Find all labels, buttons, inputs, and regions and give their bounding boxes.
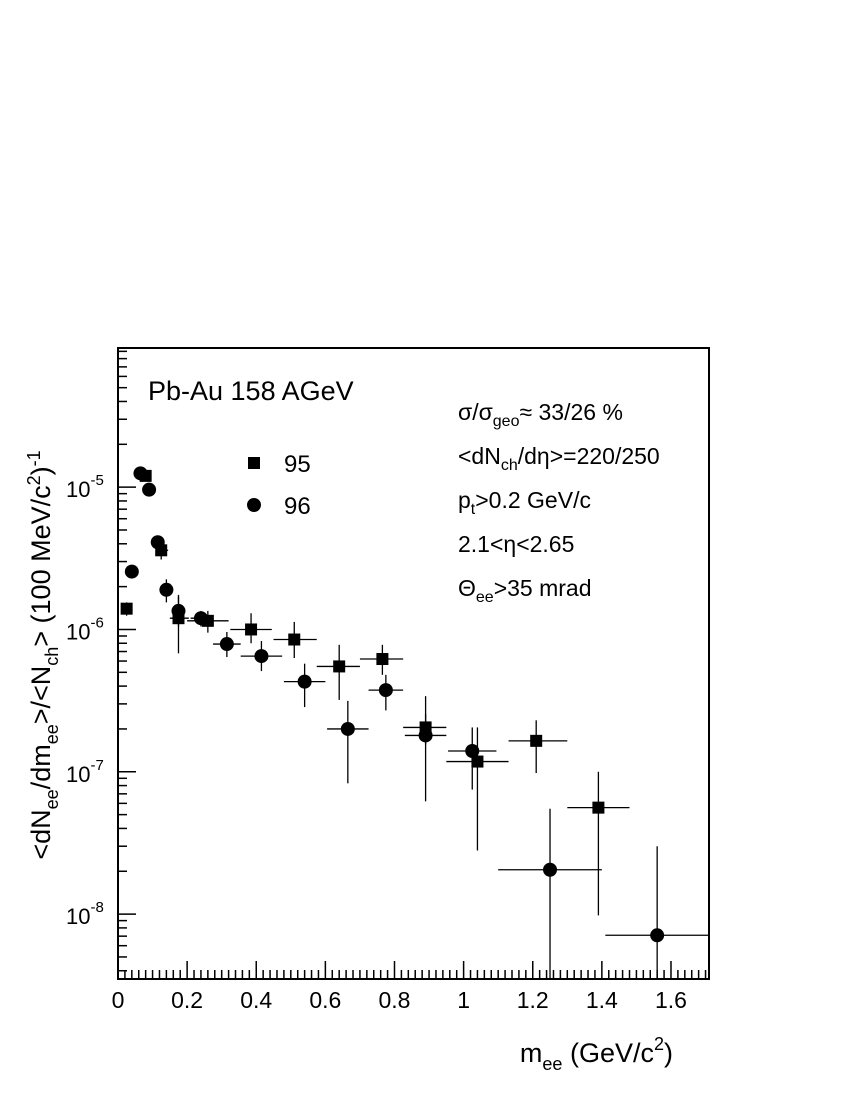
data-point-square: [530, 734, 543, 747]
label-text: p: [458, 487, 471, 513]
x-tick-label: 1: [457, 987, 470, 1013]
subscript-text: geo: [493, 413, 520, 430]
y-tick-label: 10-7: [66, 757, 104, 787]
data-point-circle: [193, 611, 208, 626]
label-text: /dm: [26, 744, 56, 789]
data-point-circle: [171, 603, 186, 618]
x-tick-label: 1.6: [655, 987, 687, 1013]
data-point-square: [376, 653, 389, 666]
data-point-circle: [142, 482, 157, 497]
data-point-square: [288, 633, 301, 646]
data-point-square: [333, 660, 346, 673]
data-point-circle: [378, 683, 393, 698]
y-tick-base: 10: [66, 477, 90, 502]
y-tick-label: 10-6: [66, 614, 104, 644]
data-point-circle: [254, 649, 269, 664]
y-tick-exponent: -5: [90, 472, 103, 489]
annotation-line: pt>0.2 GeV/c: [458, 487, 591, 518]
data-point-circle: [418, 728, 433, 743]
data-point-circle: [543, 862, 558, 877]
series-96: [124, 466, 709, 979]
x-axis-label: mee (GeV/c2): [520, 1034, 673, 1074]
label-text: σ/σ: [458, 399, 493, 425]
y-tick-exponent: -8: [90, 899, 103, 916]
legend-marker-square: [248, 457, 260, 469]
label-text: /dη>=220/250: [518, 443, 660, 469]
x-tick-label: 0.8: [378, 987, 410, 1013]
subscript-text: ch: [42, 647, 62, 666]
data-point-square: [245, 623, 258, 636]
x-tick-label: 0.2: [171, 987, 203, 1013]
label-text: > (100 MeV/c: [26, 485, 56, 646]
data-point-circle: [465, 743, 480, 758]
annotation-line: Θee>35 mrad: [458, 575, 592, 606]
annotations: σ/σgeo≈ 33/26 % <dNch/dη>=220/250 pt>0.2 G…: [458, 399, 660, 606]
label-text: 2.1<η<2.65: [458, 531, 574, 557]
label-text: >0.2 GeV/c: [475, 487, 591, 513]
data-point-square: [471, 755, 484, 768]
label-text: >/<N: [26, 666, 56, 725]
label-text: >35 mrad: [494, 575, 592, 601]
label-text: <dN: [458, 443, 501, 469]
annotation-line: <dNch/dη>=220/250: [458, 443, 660, 474]
x-tick-label: 0.6: [309, 987, 341, 1013]
y-tick-label: 10-5: [66, 472, 104, 502]
x-label-main: m: [520, 1038, 543, 1068]
x-label-subscript: ee: [542, 1054, 562, 1074]
annotation-line: 2.1<η<2.65: [458, 531, 574, 557]
x-tick-label: 1.2: [517, 987, 549, 1013]
plot-frame: [117, 347, 710, 980]
subscript-text: ch: [501, 457, 518, 474]
label-text: <dN: [26, 809, 56, 859]
chart-title: Pb-Au 158 AGeV: [148, 376, 354, 406]
annotation-line: σ/σgeo≈ 33/26 %: [458, 399, 623, 430]
y-tick-base: 10: [66, 762, 90, 787]
label-text: ): [26, 466, 56, 475]
x-label-superscript: 2: [654, 1034, 664, 1054]
data-point-circle: [650, 928, 665, 943]
x-tick-label: 1.4: [586, 987, 618, 1013]
legend: 95 96: [247, 451, 311, 520]
y-tick-exponent: -6: [90, 614, 103, 631]
data-point-square: [120, 602, 133, 615]
data-point-square: [592, 801, 605, 814]
supscript-text: -1: [24, 450, 44, 466]
y-axis-label: <dNee/dmee>/<Nch> (100 MeV/c2)-1: [24, 450, 62, 859]
data-layer: [120, 466, 709, 979]
x-label-unit: (GeV/c: [562, 1038, 654, 1068]
data-point-circle: [219, 637, 234, 652]
y-tick-exponent: -7: [90, 757, 103, 774]
label-text: Θ: [458, 575, 476, 601]
legend-marker-circle: [247, 498, 261, 512]
y-tick-base: 10: [66, 904, 90, 929]
axes-layer: 0 0.2 0.4 0.6 0.8 1 1.2 1.4 1.610-810-710-610-5: [66, 350, 707, 1013]
data-point-circle: [340, 721, 355, 736]
subscript-text: ee: [42, 789, 62, 809]
legend-label: 96: [284, 493, 311, 520]
data-point-circle: [150, 535, 165, 550]
x-tick-label: 0.4: [240, 987, 272, 1013]
subscript-text: ee: [42, 724, 62, 744]
x-tick-label: 0: [112, 987, 125, 1013]
data-point-circle: [133, 466, 148, 481]
label-text: ≈ 33/26 %: [519, 399, 622, 425]
x-label-close: ): [664, 1038, 673, 1068]
subscript-text: t: [471, 501, 476, 518]
subscript-text: ee: [476, 589, 494, 606]
supscript-text: 2: [24, 475, 44, 485]
data-point-circle: [297, 674, 312, 689]
data-point-circle: [159, 582, 174, 597]
legend-label: 95: [284, 451, 311, 478]
y-tick-label: 10-8: [66, 899, 104, 929]
data-point-circle: [124, 564, 139, 579]
y-tick-base: 10: [66, 619, 90, 644]
